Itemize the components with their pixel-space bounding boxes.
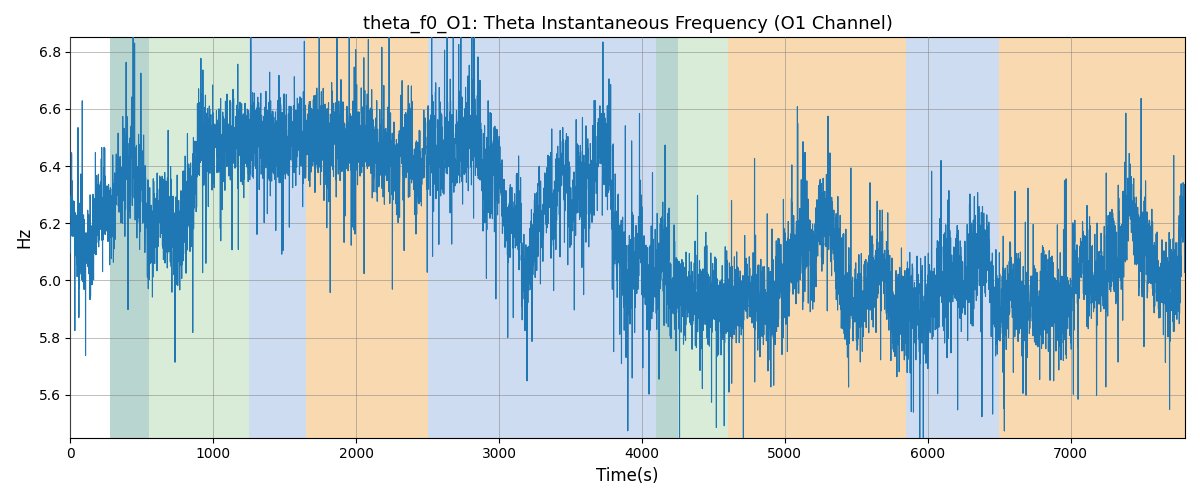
Bar bbox=[727, 38, 906, 438]
Bar bbox=[656, 38, 727, 438]
Bar bbox=[110, 38, 250, 438]
Bar bbox=[427, 38, 656, 438]
Y-axis label: Hz: Hz bbox=[14, 227, 32, 248]
Title: theta_f0_O1: Theta Instantaneous Frequency (O1 Channel): theta_f0_O1: Theta Instantaneous Frequen… bbox=[362, 15, 893, 34]
Bar bbox=[1000, 38, 1186, 438]
Bar bbox=[110, 38, 149, 438]
Bar bbox=[250, 38, 306, 438]
Bar bbox=[306, 38, 427, 438]
Bar bbox=[906, 38, 1000, 438]
X-axis label: Time(s): Time(s) bbox=[596, 467, 659, 485]
Bar bbox=[656, 38, 678, 438]
